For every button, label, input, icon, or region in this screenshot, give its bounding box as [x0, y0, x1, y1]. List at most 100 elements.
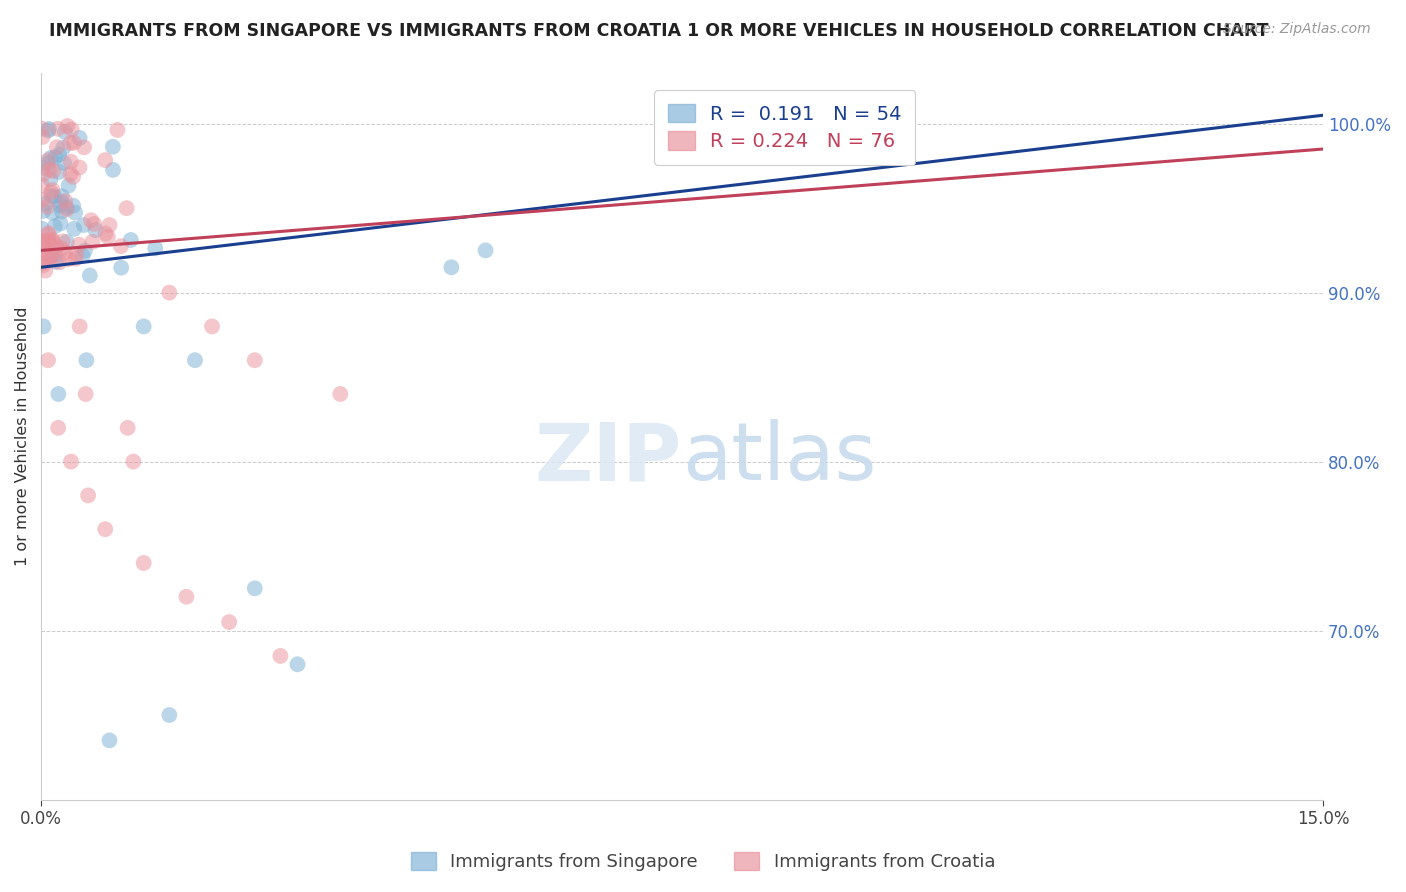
Point [73, 244, 96, 258]
Point [63, 136, 86, 150]
Point [32, 161, 55, 175]
Point [83, 217, 105, 231]
Y-axis label: 1 or more Vehicles in Household: 1 or more Vehicles in Household [15, 307, 30, 566]
Point [39, 249, 62, 263]
Point [31, 178, 53, 193]
Point [38, 248, 60, 262]
Point [51, 189, 73, 203]
Point [157, 285, 180, 300]
Point [52, 235, 75, 249]
Point [31, 121, 53, 136]
Point [31, 221, 53, 235]
Legend: Immigrants from Singapore, Immigrants from Croatia: Immigrants from Singapore, Immigrants fr… [404, 846, 1002, 879]
Point [62, 199, 84, 213]
Point [49, 217, 72, 231]
Point [67, 237, 90, 252]
Point [80, 213, 103, 227]
Point [65, 247, 87, 261]
Point [39, 189, 62, 203]
Point [55, 201, 77, 215]
Point [79, 268, 101, 283]
Point [31, 193, 53, 207]
Point [38, 162, 60, 177]
Point [287, 657, 309, 672]
Point [184, 353, 207, 368]
Point [110, 239, 132, 253]
Point [31, 129, 53, 144]
Point [44, 219, 66, 234]
Point [65, 252, 87, 266]
Point [51, 241, 73, 255]
Point [101, 162, 124, 177]
Point [41, 183, 63, 197]
Point [31, 256, 53, 270]
Point [143, 241, 166, 255]
Point [269, 648, 291, 663]
Point [243, 353, 266, 368]
Point [48, 255, 70, 269]
Point [42, 234, 65, 248]
Point [122, 454, 145, 468]
Point [60, 122, 83, 136]
Point [55, 202, 77, 217]
Point [32, 203, 55, 218]
Point [44, 254, 66, 268]
Point [132, 319, 155, 334]
Point [82, 235, 104, 249]
Point [37, 200, 59, 214]
Point [32, 167, 55, 181]
Point [110, 260, 132, 275]
Point [52, 141, 75, 155]
Point [107, 123, 129, 137]
Point [38, 235, 60, 249]
Point [37, 156, 59, 170]
Point [218, 615, 240, 629]
Point [44, 248, 66, 262]
Point [44, 150, 66, 164]
Point [45, 240, 67, 254]
Point [69, 319, 91, 334]
Point [73, 140, 96, 154]
Point [132, 556, 155, 570]
Point [117, 421, 139, 435]
Point [37, 227, 59, 242]
Point [440, 260, 463, 275]
Point [41, 233, 63, 247]
Point [48, 165, 70, 179]
Point [44, 189, 66, 203]
Point [63, 221, 86, 235]
Point [48, 387, 70, 401]
Point [98, 218, 121, 232]
Point [94, 522, 117, 536]
Point [46, 121, 69, 136]
Point [48, 147, 70, 161]
Text: ZIP: ZIP [534, 419, 682, 497]
Point [62, 169, 84, 184]
Point [84, 223, 107, 237]
Point [98, 733, 121, 747]
Text: atlas: atlas [682, 419, 876, 497]
Point [94, 153, 117, 167]
Point [97, 230, 120, 244]
Point [75, 387, 97, 401]
Point [73, 218, 96, 232]
Point [39, 252, 62, 267]
Point [115, 201, 138, 215]
Point [67, 161, 90, 175]
Point [51, 204, 73, 219]
Point [72, 249, 94, 263]
Point [53, 194, 76, 208]
Point [39, 172, 62, 186]
Point [157, 708, 180, 723]
Point [37, 153, 59, 168]
Text: IMMIGRANTS FROM SINGAPORE VS IMMIGRANTS FROM CROATIA 1 OR MORE VEHICLES IN HOUSE: IMMIGRANTS FROM SINGAPORE VS IMMIGRANTS … [49, 22, 1268, 40]
Point [176, 590, 198, 604]
Point [39, 186, 62, 200]
Point [75, 353, 97, 368]
Point [59, 167, 82, 181]
Point [59, 154, 82, 169]
Point [77, 488, 100, 502]
Point [53, 125, 76, 139]
Point [41, 205, 63, 219]
Point [63, 205, 86, 219]
